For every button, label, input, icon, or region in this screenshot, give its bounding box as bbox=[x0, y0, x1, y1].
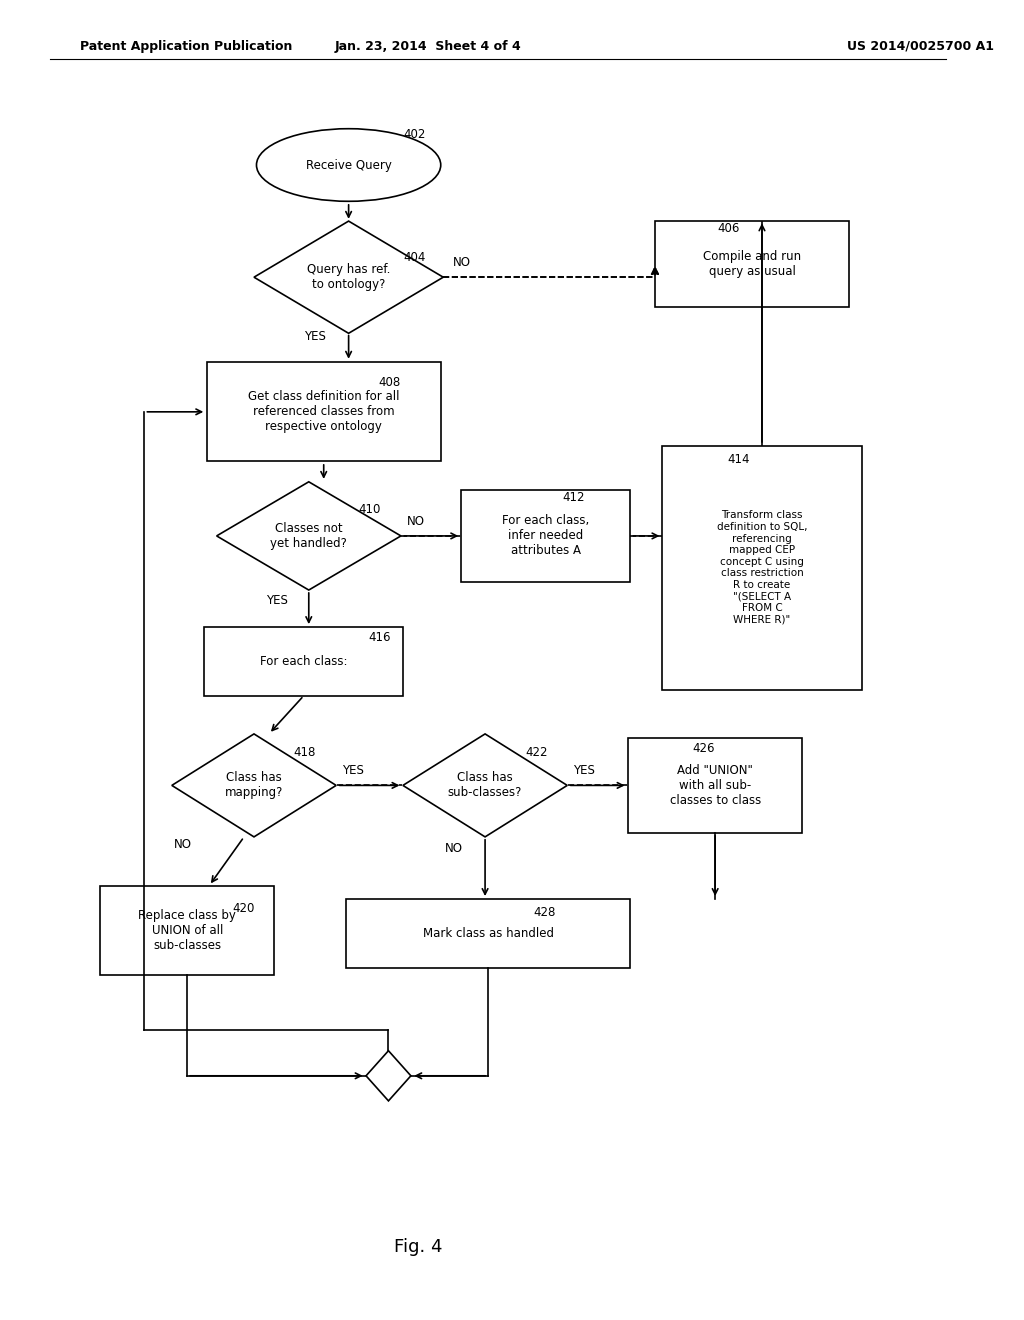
Text: YES: YES bbox=[304, 330, 326, 343]
Text: 404: 404 bbox=[403, 251, 426, 264]
Text: NO: NO bbox=[407, 515, 424, 528]
Text: 410: 410 bbox=[358, 503, 381, 516]
Text: Class has
mapping?: Class has mapping? bbox=[225, 771, 284, 800]
Text: 408: 408 bbox=[379, 376, 400, 389]
Text: 418: 418 bbox=[294, 746, 316, 759]
Text: For each class:: For each class: bbox=[260, 655, 347, 668]
Text: 422: 422 bbox=[525, 746, 548, 759]
Text: Classes not
yet handled?: Classes not yet handled? bbox=[270, 521, 347, 550]
Text: For each class,
infer needed
attributes A: For each class, infer needed attributes … bbox=[502, 515, 590, 557]
Text: Transform class
definition to SQL,
referencing
mapped CEP
concept C using
class : Transform class definition to SQL, refer… bbox=[717, 511, 807, 624]
Text: Jan. 23, 2014  Sheet 4 of 4: Jan. 23, 2014 Sheet 4 of 4 bbox=[335, 40, 521, 53]
Text: NO: NO bbox=[454, 256, 471, 269]
Text: 402: 402 bbox=[403, 128, 426, 141]
Text: 428: 428 bbox=[532, 906, 555, 919]
Text: Get class definition for all
referenced classes from
respective ontology: Get class definition for all referenced … bbox=[248, 391, 399, 433]
Text: Patent Application Publication: Patent Application Publication bbox=[80, 40, 292, 53]
Text: 416: 416 bbox=[369, 631, 391, 644]
Text: NO: NO bbox=[445, 842, 463, 855]
Text: Mark class as handled: Mark class as handled bbox=[423, 927, 554, 940]
Text: 406: 406 bbox=[717, 222, 739, 235]
Text: YES: YES bbox=[342, 764, 364, 777]
Text: Compile and run
query as usual: Compile and run query as usual bbox=[702, 249, 801, 279]
Text: 412: 412 bbox=[563, 491, 586, 504]
Text: US 2014/0025700 A1: US 2014/0025700 A1 bbox=[847, 40, 993, 53]
Text: Add "UNION"
with all sub-
classes to class: Add "UNION" with all sub- classes to cla… bbox=[670, 764, 761, 807]
Text: 414: 414 bbox=[727, 453, 750, 466]
Text: Replace class by
UNION of all
sub-classes: Replace class by UNION of all sub-classe… bbox=[138, 909, 237, 952]
Text: Class has
sub-classes?: Class has sub-classes? bbox=[447, 771, 522, 800]
Text: Fig. 4: Fig. 4 bbox=[394, 1238, 442, 1257]
Text: Query has ref.
to ontology?: Query has ref. to ontology? bbox=[307, 263, 390, 292]
Text: Receive Query: Receive Query bbox=[306, 158, 391, 172]
Text: NO: NO bbox=[174, 838, 193, 851]
Text: 426: 426 bbox=[692, 742, 715, 755]
Text: YES: YES bbox=[572, 764, 595, 777]
Text: 420: 420 bbox=[232, 902, 254, 915]
Text: YES: YES bbox=[266, 594, 288, 607]
